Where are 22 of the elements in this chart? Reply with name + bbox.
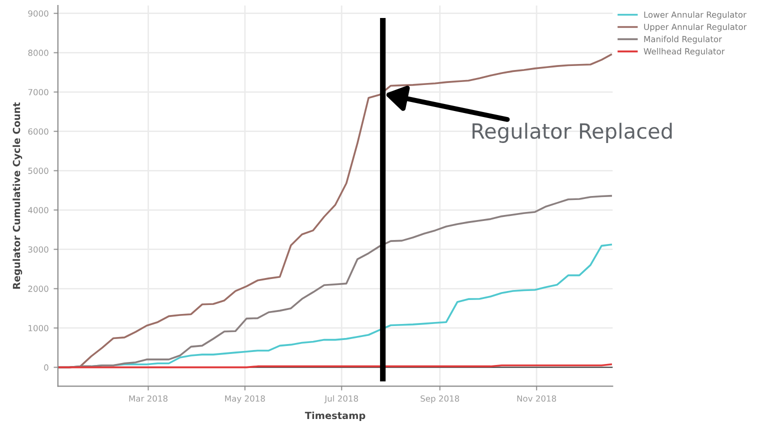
x-tick-label: Jul 2018 [324, 395, 358, 404]
y-tick-label: 2000 [28, 286, 48, 292]
x-tick-label: Nov 2018 [517, 395, 556, 402]
y-tick-label: 0 [44, 364, 48, 371]
y-tick-label: 9000 [28, 10, 48, 17]
legend-label: Lower Annular Regulator [644, 11, 746, 20]
y-tick-label: 4000 [28, 206, 48, 214]
y-axis-title: Regulator Cumulative Cycle Count [12, 102, 22, 289]
y-tick-label: 5000 [28, 168, 48, 174]
y-tick-label: 8000 [28, 50, 48, 56]
x-axis-title: Timestamp [304, 412, 366, 422]
legend-label: Manifold Regulator [644, 36, 722, 44]
annotation: Regulator Replaced [472, 122, 672, 143]
y-tick-label: 1000 [28, 324, 48, 332]
y-tick-label: 6000 [28, 128, 48, 135]
y-tick-label: 7000 [28, 89, 48, 96]
x-tick-label: Sep 2018 [420, 395, 460, 404]
x-tick-label: May 2018 [225, 395, 265, 404]
legend-label: Wellhead Regulator [644, 48, 725, 56]
legend-label: Upper Annular Regulator [644, 24, 747, 32]
x-tick-label: Mar 2018 [129, 395, 168, 402]
y-tick-label: 3000 [28, 246, 48, 253]
